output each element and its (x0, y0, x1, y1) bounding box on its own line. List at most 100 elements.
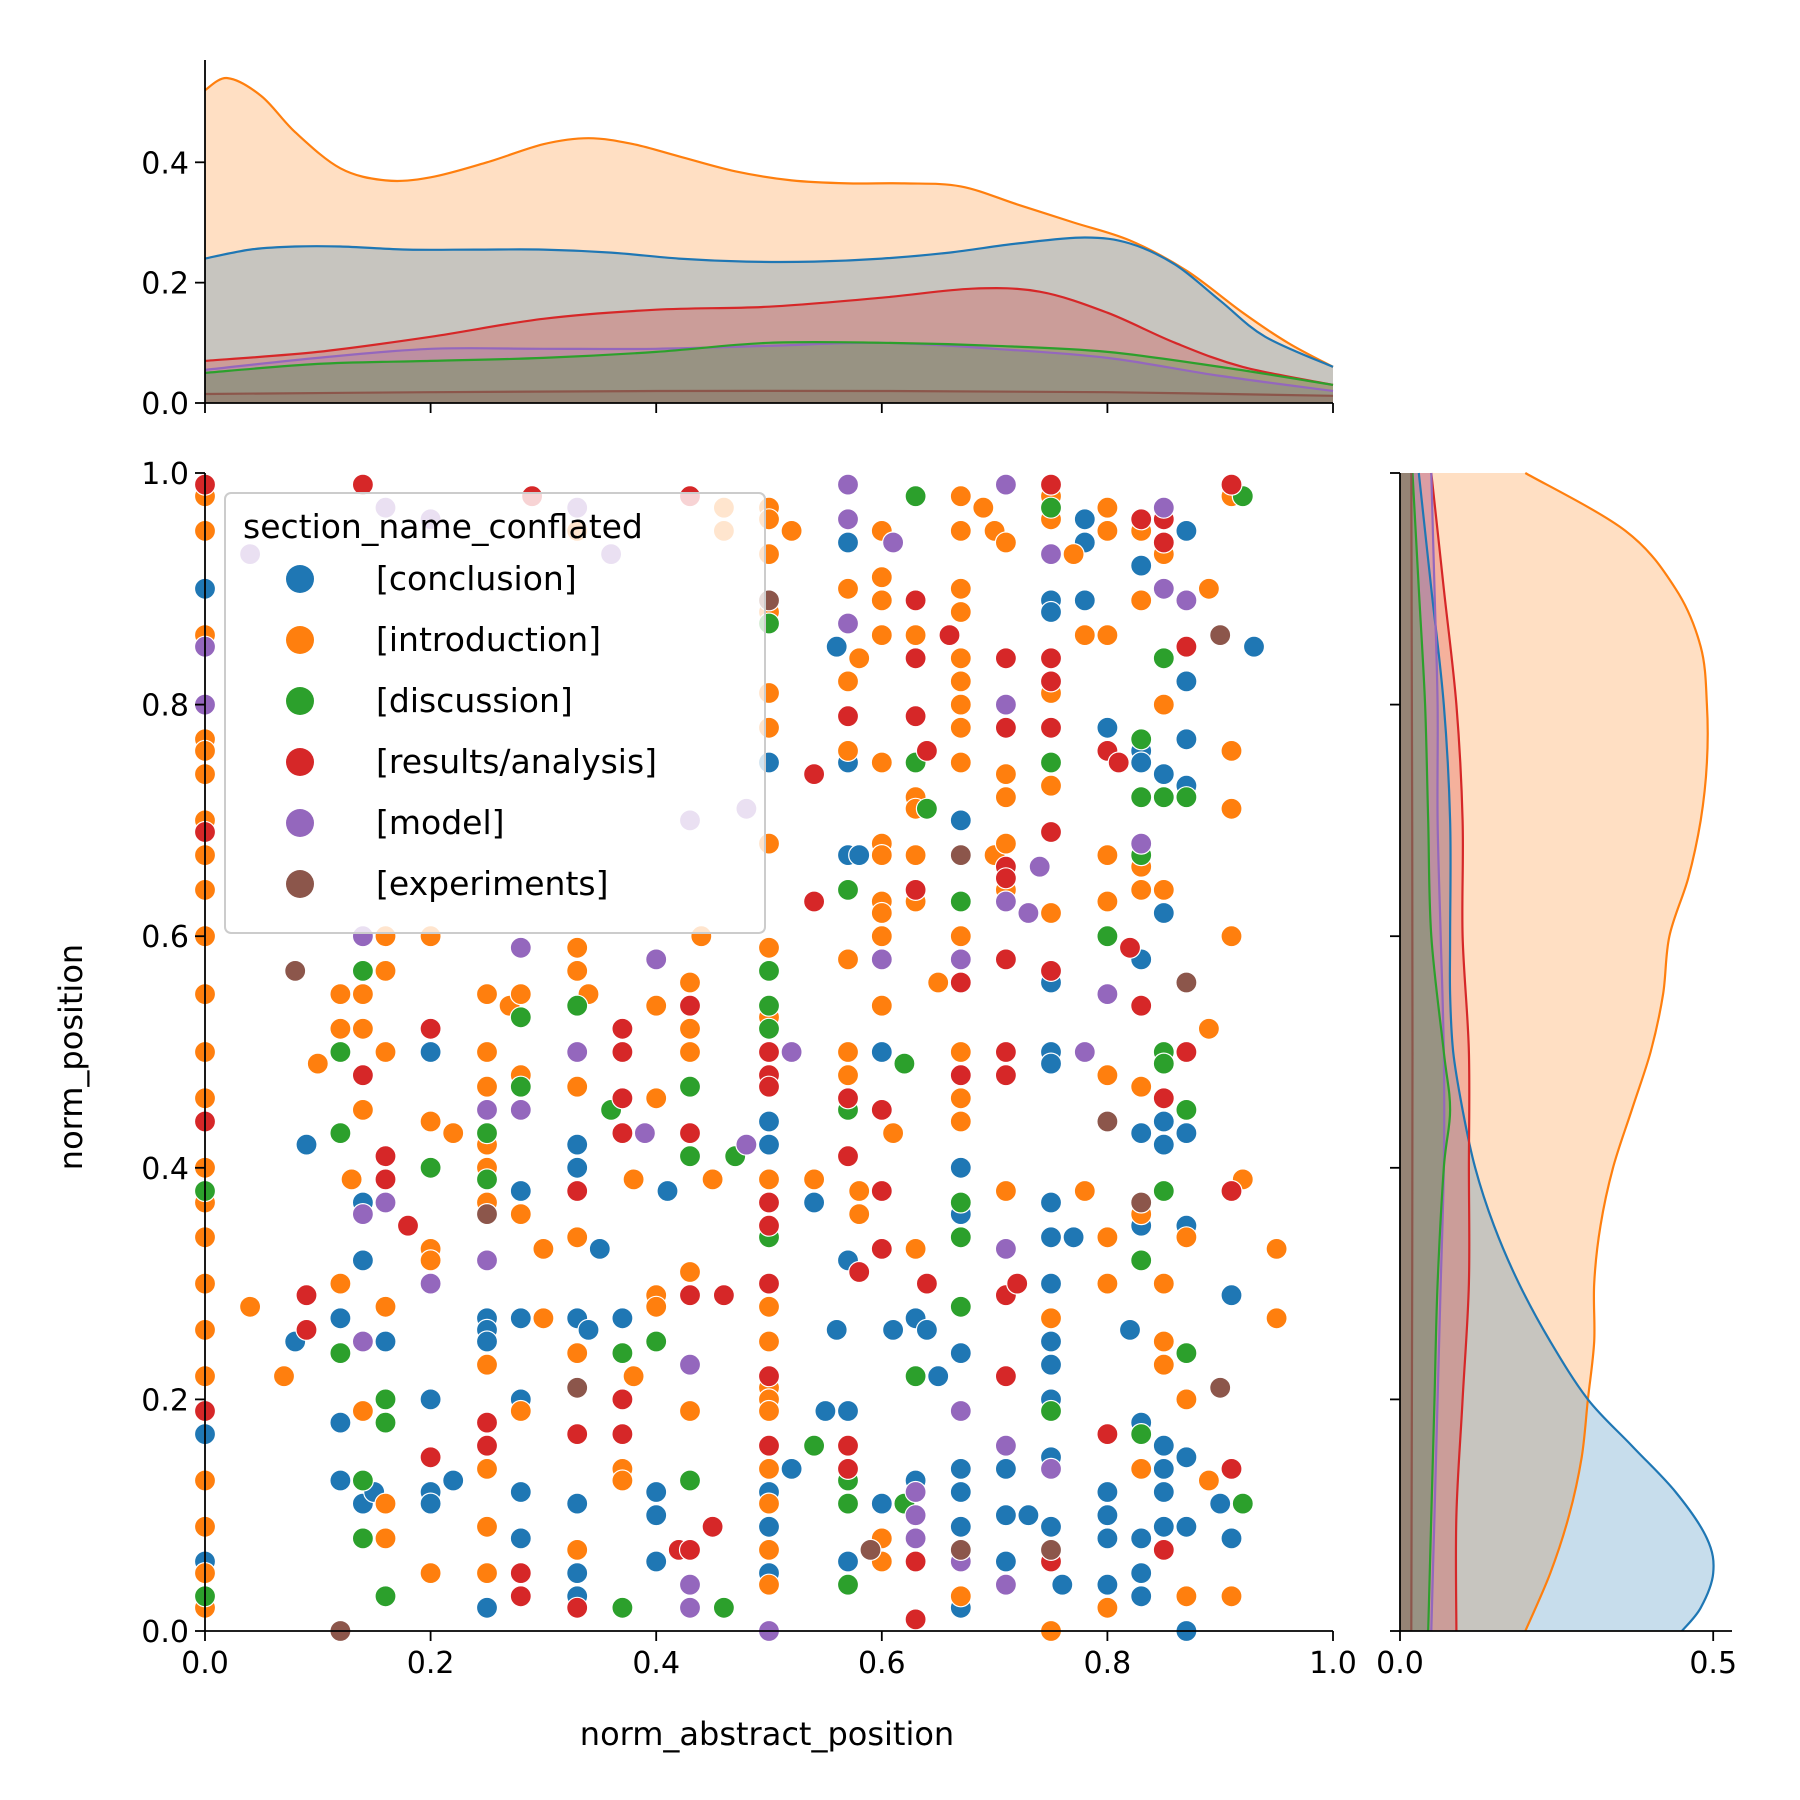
top-y-tick-label: 0.4 (141, 146, 189, 181)
point-model (1028, 855, 1051, 878)
point-results-analysis (836, 1457, 860, 1481)
point-results-analysis (712, 1284, 736, 1307)
point-introduction (509, 1399, 532, 1423)
point-discussion (351, 959, 374, 983)
point-discussion (678, 1469, 702, 1492)
point-conclusion (645, 1550, 668, 1573)
point-conclusion (848, 843, 871, 867)
right-kde-line-results-analysis (1430, 472, 1471, 1632)
point-introduction (1073, 623, 1096, 647)
point-introduction (1152, 878, 1175, 902)
point-results-analysis (836, 1434, 860, 1457)
point-conclusion (1152, 762, 1175, 786)
point-conclusion (1096, 1573, 1119, 1596)
x-tick-label: 0.4 (632, 1646, 680, 1681)
point-results-analysis (1006, 1272, 1029, 1295)
point-results-analysis (611, 1017, 634, 1040)
point-discussion (757, 959, 781, 983)
point-introduction (1265, 1237, 1288, 1261)
point-conclusion (1130, 1561, 1153, 1585)
legend-label: [results/analysis] (376, 742, 657, 781)
point-introduction (1062, 542, 1085, 566)
point-introduction (1265, 1307, 1288, 1330)
point-introduction (1039, 1307, 1063, 1330)
point-results-analysis (915, 739, 939, 763)
point-introduction (1130, 1075, 1153, 1098)
point-model (475, 1249, 499, 1272)
x-tick-label: 0.6 (858, 1646, 906, 1681)
point-conclusion (757, 1110, 781, 1133)
right-x-tick-label: 0.5 (1689, 1646, 1737, 1681)
point-results-analysis (611, 1121, 634, 1145)
point-introduction (1197, 577, 1221, 600)
legend-marker (286, 687, 314, 715)
point-conclusion (1152, 901, 1175, 925)
point-conclusion (757, 1133, 781, 1156)
point-results-analysis (295, 1318, 318, 1342)
point-discussion (419, 1156, 442, 1179)
point-conclusion (814, 1399, 837, 1423)
point-conclusion (1039, 1191, 1063, 1214)
point-model (1039, 542, 1063, 566)
point-conclusion (566, 1133, 589, 1156)
point-conclusion (1175, 1446, 1198, 1469)
point-discussion (836, 878, 860, 902)
point-introduction (949, 1087, 972, 1110)
point-introduction (678, 1017, 702, 1040)
point-results-analysis (994, 716, 1018, 739)
point-conclusion (1130, 751, 1153, 774)
point-introduction (757, 1168, 781, 1191)
point-model (994, 1573, 1018, 1596)
point-introduction (1096, 519, 1119, 543)
point-conclusion (329, 1307, 352, 1330)
point-introduction (1039, 774, 1063, 797)
point-introduction (1197, 1017, 1221, 1040)
point-introduction (566, 1341, 589, 1365)
point-introduction (949, 485, 972, 508)
point-conclusion (374, 1330, 397, 1353)
point-introduction (972, 496, 995, 519)
point-conclusion (881, 1318, 905, 1342)
point-introduction (904, 623, 927, 647)
point-introduction (757, 936, 781, 959)
point-conclusion (1152, 1480, 1175, 1504)
point-introduction (870, 843, 893, 867)
point-conclusion (1017, 1504, 1040, 1527)
legend-marker (286, 626, 314, 654)
right-marginal-axes: 0.0 0.5 (1376, 472, 1737, 1681)
point-results-analysis (374, 1145, 397, 1168)
right-kde-line-introduction (1524, 472, 1709, 1632)
legend-label: [discussion] (376, 681, 573, 720)
point-discussion (351, 1469, 374, 1492)
point-conclusion (1096, 1504, 1119, 1527)
top-kde-fill-experiments (205, 390, 1333, 403)
point-results-analysis (949, 971, 972, 994)
legend-marker (286, 809, 314, 837)
point-discussion (1175, 1098, 1198, 1122)
point-results-analysis (757, 1075, 781, 1098)
point-model (870, 948, 893, 971)
point-results-analysis (611, 1040, 634, 1064)
point-discussion (566, 994, 589, 1017)
point-model (1130, 832, 1153, 855)
point-introduction (904, 843, 927, 867)
point-discussion (757, 1017, 781, 1040)
point-results-analysis (904, 1550, 927, 1573)
point-experiments (475, 1202, 499, 1226)
right-kde-line-discussion (1411, 472, 1452, 1632)
point-results-analysis (509, 1585, 532, 1608)
point-model (678, 1573, 702, 1596)
point-conclusion (1175, 728, 1198, 751)
point-conclusion (1220, 1284, 1243, 1307)
point-introduction (757, 1457, 781, 1481)
point-conclusion (836, 531, 860, 554)
point-discussion (949, 1191, 972, 1214)
point-introduction (419, 1561, 442, 1585)
top-y-tick-label: 0.0 (141, 387, 189, 422)
point-results-analysis (678, 994, 702, 1017)
point-introduction (836, 1064, 860, 1087)
point-discussion (915, 797, 939, 820)
point-conclusion (475, 1596, 499, 1619)
point-introduction (757, 1492, 781, 1515)
